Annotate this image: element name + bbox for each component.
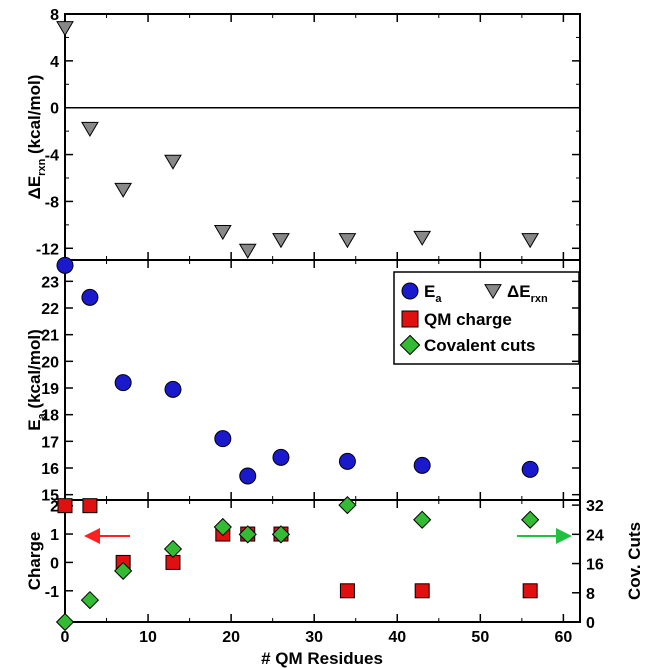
panel-middle-activation-energy: Ea (kcal/mol) Ea ΔErxn QM charge Covalent c…: [25, 256, 581, 505]
data-point: [521, 460, 539, 478]
data-point: [56, 21, 74, 37]
y-right-tick-label: 8: [586, 586, 595, 603]
data-point: [338, 496, 357, 515]
y-tick-label: 23: [41, 274, 59, 291]
x-tick-label: 40: [388, 629, 406, 646]
data-point: [114, 561, 133, 580]
data-point: [239, 467, 257, 485]
panel-bottom-right-axis-label: Cov. Cuts: [625, 522, 644, 600]
data-point: [413, 510, 432, 529]
ylabel-tail: (kcal/mol): [25, 75, 44, 159]
data-point: [114, 182, 133, 198]
y-tick-label: -12: [36, 241, 59, 258]
ylabel-main: E: [25, 419, 44, 430]
ylabel-sub: a: [36, 412, 48, 419]
panel-bottom-charge-and-cuts: Charge Cov. Cuts # QM Residues 0 10 20 30 40…: [25, 496, 644, 668]
data-point: [339, 583, 355, 599]
data-point: [164, 154, 182, 170]
ylabel-tail: (kcal/mol): [25, 329, 44, 413]
data-point: [238, 525, 257, 544]
ylabel-main: ΔE: [25, 176, 44, 200]
x-tick-label: 30: [305, 629, 323, 646]
data-point: [272, 448, 290, 466]
panel-bottom-left-axis-label: Charge: [25, 532, 44, 591]
y-right-tick-label: 16: [586, 557, 604, 574]
data-point: [163, 539, 183, 559]
data-point: [238, 243, 257, 259]
data-point: [213, 517, 232, 537]
x-tick-label: 0: [61, 629, 70, 646]
y-tick-label: 16: [41, 461, 59, 478]
x-tick-label: 10: [139, 629, 157, 646]
data-point: [413, 230, 432, 246]
x-tick-label: 20: [222, 629, 240, 646]
x-axis-label: # QM Residues: [261, 649, 383, 668]
data-point: [81, 121, 99, 137]
panel-top-y-axis-label: ΔErxn (kcal/mol): [25, 75, 48, 200]
y-tick-label: -8: [45, 194, 59, 211]
data-point: [80, 590, 100, 610]
legend-entry-label: Covalent cuts: [424, 336, 535, 355]
data-point: [56, 256, 74, 274]
y-right-tick-label: 24: [586, 527, 604, 544]
panel-bottom-frame: [64, 499, 581, 623]
panel-top-frame: [64, 13, 581, 261]
legend: Ea ΔErxn QM charge Covalent cuts: [393, 271, 580, 365]
y-tick-label: 17: [41, 434, 59, 451]
data-point: [114, 374, 132, 392]
legend-marker: [399, 334, 421, 356]
data-point: [81, 288, 99, 306]
legend-marker: [401, 282, 419, 300]
data-point: [271, 525, 291, 544]
data-point: [164, 380, 182, 398]
y-tick-label: 21: [41, 328, 59, 345]
legend-marker: [484, 284, 502, 300]
data-point: [522, 583, 538, 599]
data-point: [213, 224, 232, 241]
y-left-tick-label: -1: [45, 584, 59, 601]
y-right-tick-label: 32: [586, 498, 604, 515]
data-point: [521, 233, 540, 249]
data-point: [413, 456, 431, 474]
y-tick-label: -4: [45, 148, 59, 165]
legend-entry-label: ΔErxn: [507, 282, 548, 305]
data-point: [414, 583, 430, 599]
ylabel-sub: rxn: [36, 158, 48, 175]
legend-entry-label: QM charge: [424, 310, 512, 329]
x-tick-label: 60: [554, 629, 572, 646]
data-point: [338, 452, 356, 470]
y-tick-label: 18: [41, 408, 59, 425]
data-point: [55, 612, 75, 632]
y-left-tick-label: 2: [50, 499, 59, 516]
x-tick-label: 50: [471, 629, 489, 646]
data-point: [521, 510, 540, 529]
data-point: [214, 430, 232, 448]
y-tick-label: 22: [41, 301, 59, 318]
y-tick-label: 8: [50, 7, 59, 24]
y-tick-label: 4: [50, 54, 59, 71]
data-point: [82, 498, 98, 514]
y-tick-label: 20: [41, 354, 59, 371]
y-left-tick-label: 1: [50, 527, 59, 544]
y-right-tick-label: 0: [586, 615, 595, 632]
panel-middle-y-axis-label: Ea (kcal/mol): [25, 329, 48, 431]
data-point: [338, 233, 357, 249]
y-tick-label: 15: [41, 488, 59, 505]
panel-top-reaction-energy: ΔErxn (kcal/mol) 8 4 0 -4 -8 -12: [25, 7, 581, 261]
y-left-tick-label: 0: [50, 555, 59, 572]
legend-entry-label: Ea: [424, 282, 442, 305]
legend-marker: [401, 310, 419, 328]
y-tick-label: 19: [41, 381, 59, 398]
data-point: [272, 233, 290, 249]
y-tick-label: 0: [50, 101, 59, 118]
data-point: [57, 498, 73, 514]
